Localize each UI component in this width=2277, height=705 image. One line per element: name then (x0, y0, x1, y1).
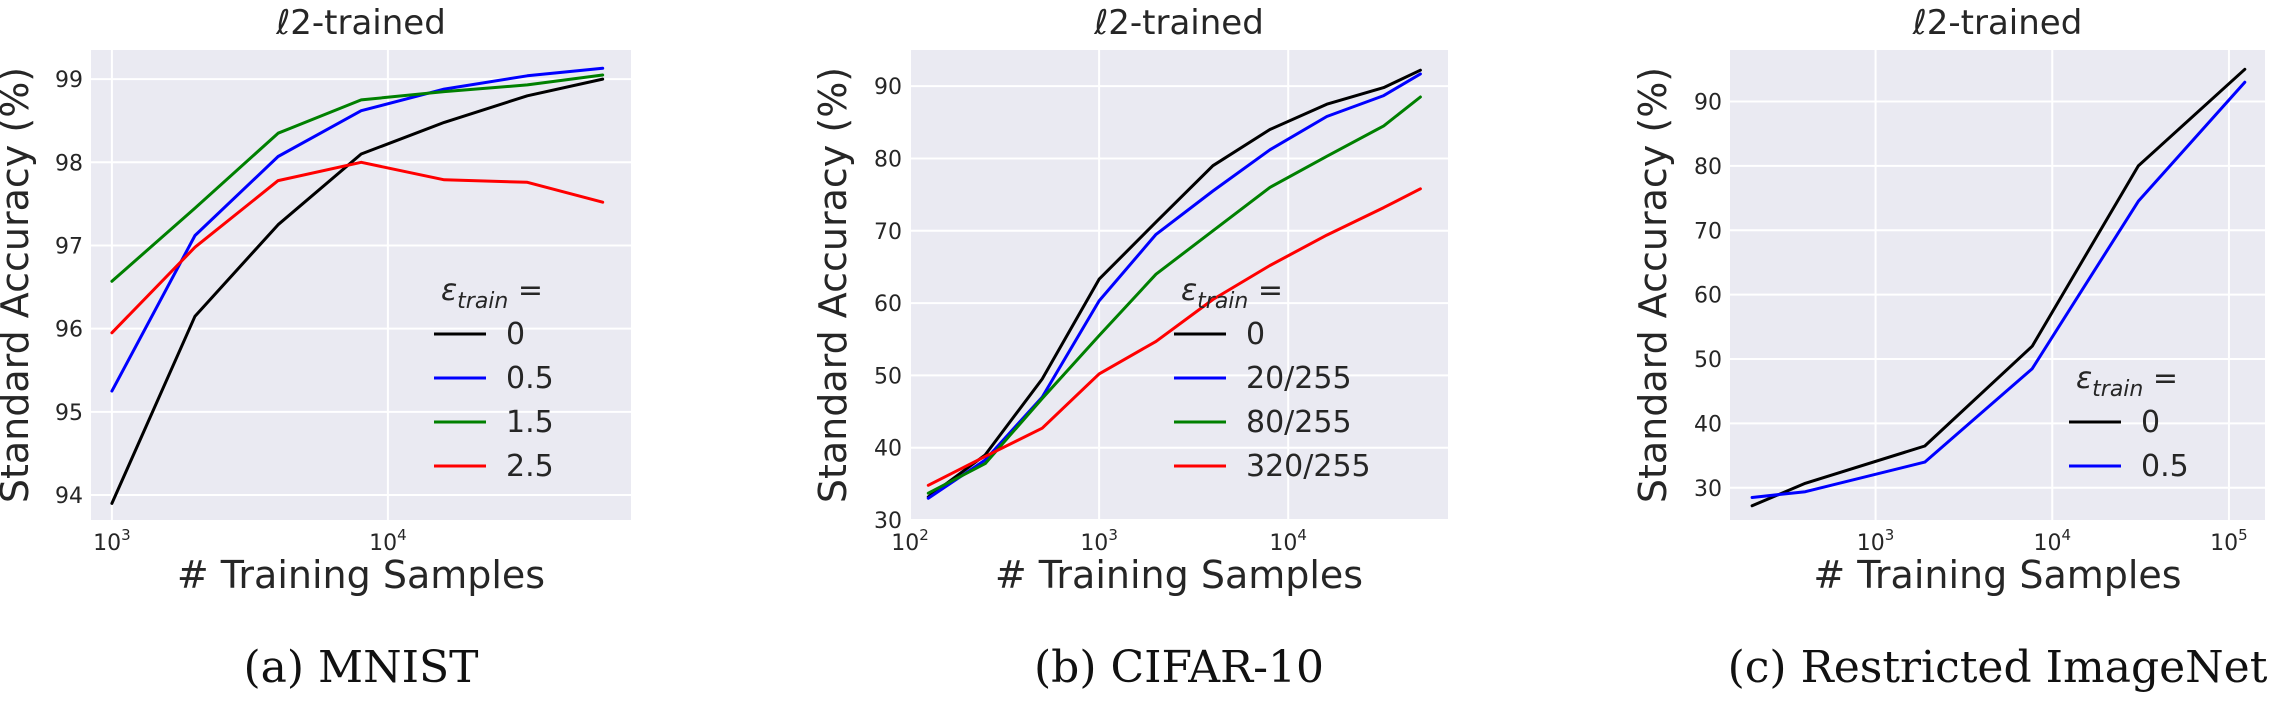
x-tick-label: 105 (2210, 526, 2248, 556)
y-axis-label: Standard Accuracy (%) (811, 67, 855, 503)
chart-title: ℓ2-trained (1093, 3, 1264, 43)
y-tick-label: 40 (874, 437, 902, 462)
series-line-3 (110, 73, 605, 283)
legend-title-equals: = (2143, 361, 2178, 396)
y-tick-label: 94 (55, 484, 83, 509)
panel-caption: (b) CIFAR-10 (1034, 642, 1324, 693)
legend-label-2: 20/255 (1246, 361, 1352, 396)
series-line-4 (110, 160, 605, 335)
x-tick-label: 104 (369, 526, 407, 556)
legend-label-2: 0.5 (506, 361, 554, 396)
x-axis-label: # Training Samples (1813, 553, 2181, 597)
series-line-3 (926, 95, 1422, 495)
y-tick-label: 99 (55, 68, 83, 93)
y-tick-label: 30 (1694, 477, 1722, 502)
y-tick-label: 60 (1694, 284, 1722, 309)
legend-title-equals: = (1248, 273, 1283, 308)
series-line-1 (926, 68, 1422, 499)
legend-title-epsilon: ε (441, 273, 457, 308)
x-tick-label: 103 (1080, 526, 1118, 556)
legend-title: εtrain = (2076, 361, 2178, 402)
x-tick-exponent: 5 (2238, 526, 2248, 544)
legend-label-3: 1.5 (506, 405, 554, 440)
y-tick-label: 90 (1694, 91, 1722, 116)
x-tick-exponent: 3 (1885, 526, 1895, 544)
x-tick-label: 103 (1857, 526, 1895, 556)
chart-panel-1: 94 95 96 97 98 99 103 104 ℓ2-trained # Training S… (0, 3, 631, 693)
x-tick-label: 103 (93, 526, 131, 556)
y-axis-label: Standard Accuracy (%) (0, 67, 37, 503)
legend-label-1: 0 (1246, 317, 1265, 352)
y-axis-label: Standard Accuracy (%) (1631, 67, 1675, 503)
legend-title: εtrain = (1181, 273, 1283, 314)
x-tick-exponent: 2 (919, 526, 929, 544)
series-line-1 (110, 77, 605, 505)
y-tick-label: 97 (55, 234, 83, 259)
x-tick-exponent: 4 (2061, 526, 2071, 544)
panel-caption: (c) Restricted ImageNet (1728, 642, 2268, 693)
panel-caption: (a) MNIST (244, 642, 479, 693)
legend-title-subscript: train (457, 289, 508, 314)
plot-area (910, 50, 1448, 520)
legend-label-4: 2.5 (506, 449, 554, 484)
legend-label-1: 0 (506, 317, 525, 352)
legend-title-epsilon: ε (2076, 361, 2092, 396)
y-tick-label: 70 (1694, 219, 1722, 244)
legend-label-2: 0.5 (2141, 449, 2189, 484)
legend-title-subscript: train (2092, 377, 2143, 402)
legend-title-equals: = (508, 273, 543, 308)
x-tick-exponent: 4 (397, 526, 407, 544)
legend-title-epsilon: ε (1181, 273, 1197, 308)
plot-area (91, 50, 631, 520)
series-line-4 (926, 187, 1422, 487)
x-axis-label: # Training Samples (995, 553, 1363, 597)
y-tick-label: 40 (1694, 412, 1722, 437)
legend: εtrain =00.51.52.5 (434, 273, 554, 484)
legend-title-subscript: train (1197, 289, 1248, 314)
series-line-2 (926, 72, 1422, 500)
y-tick-label: 50 (1694, 348, 1722, 373)
y-tick-label: 80 (874, 147, 902, 172)
legend-title: εtrain = (441, 273, 543, 314)
y-tick-label: 60 (874, 292, 902, 317)
x-tick-label: 102 (891, 526, 929, 556)
chart-title: ℓ2-trained (275, 3, 446, 43)
x-tick-label: 104 (1269, 526, 1307, 556)
series-line-1 (1750, 67, 2247, 508)
x-tick-exponent: 4 (1297, 526, 1307, 544)
y-tick-label: 30 (874, 509, 902, 534)
x-axis-label: # Training Samples (177, 553, 545, 597)
series-line-2 (1750, 80, 2247, 499)
y-tick-label: 80 (1694, 155, 1722, 180)
y-tick-label: 96 (55, 318, 83, 343)
y-tick-label: 95 (55, 401, 83, 426)
legend-label-1: 0 (2141, 405, 2160, 440)
x-tick-exponent: 3 (121, 526, 131, 544)
legend-label-4: 320/255 (1246, 449, 1371, 484)
y-tick-label: 50 (874, 364, 902, 389)
chart-title: ℓ2-trained (1912, 3, 2083, 43)
x-tick-label: 104 (2033, 526, 2071, 556)
legend-label-3: 80/255 (1246, 405, 1352, 440)
y-tick-label: 70 (874, 220, 902, 245)
series-line-2 (110, 66, 605, 393)
plot-area (1730, 50, 2265, 520)
y-tick-label: 98 (55, 151, 83, 176)
x-tick-exponent: 3 (1108, 526, 1118, 544)
legend: εtrain =00.5 (2069, 361, 2189, 484)
y-tick-label: 90 (874, 75, 902, 100)
